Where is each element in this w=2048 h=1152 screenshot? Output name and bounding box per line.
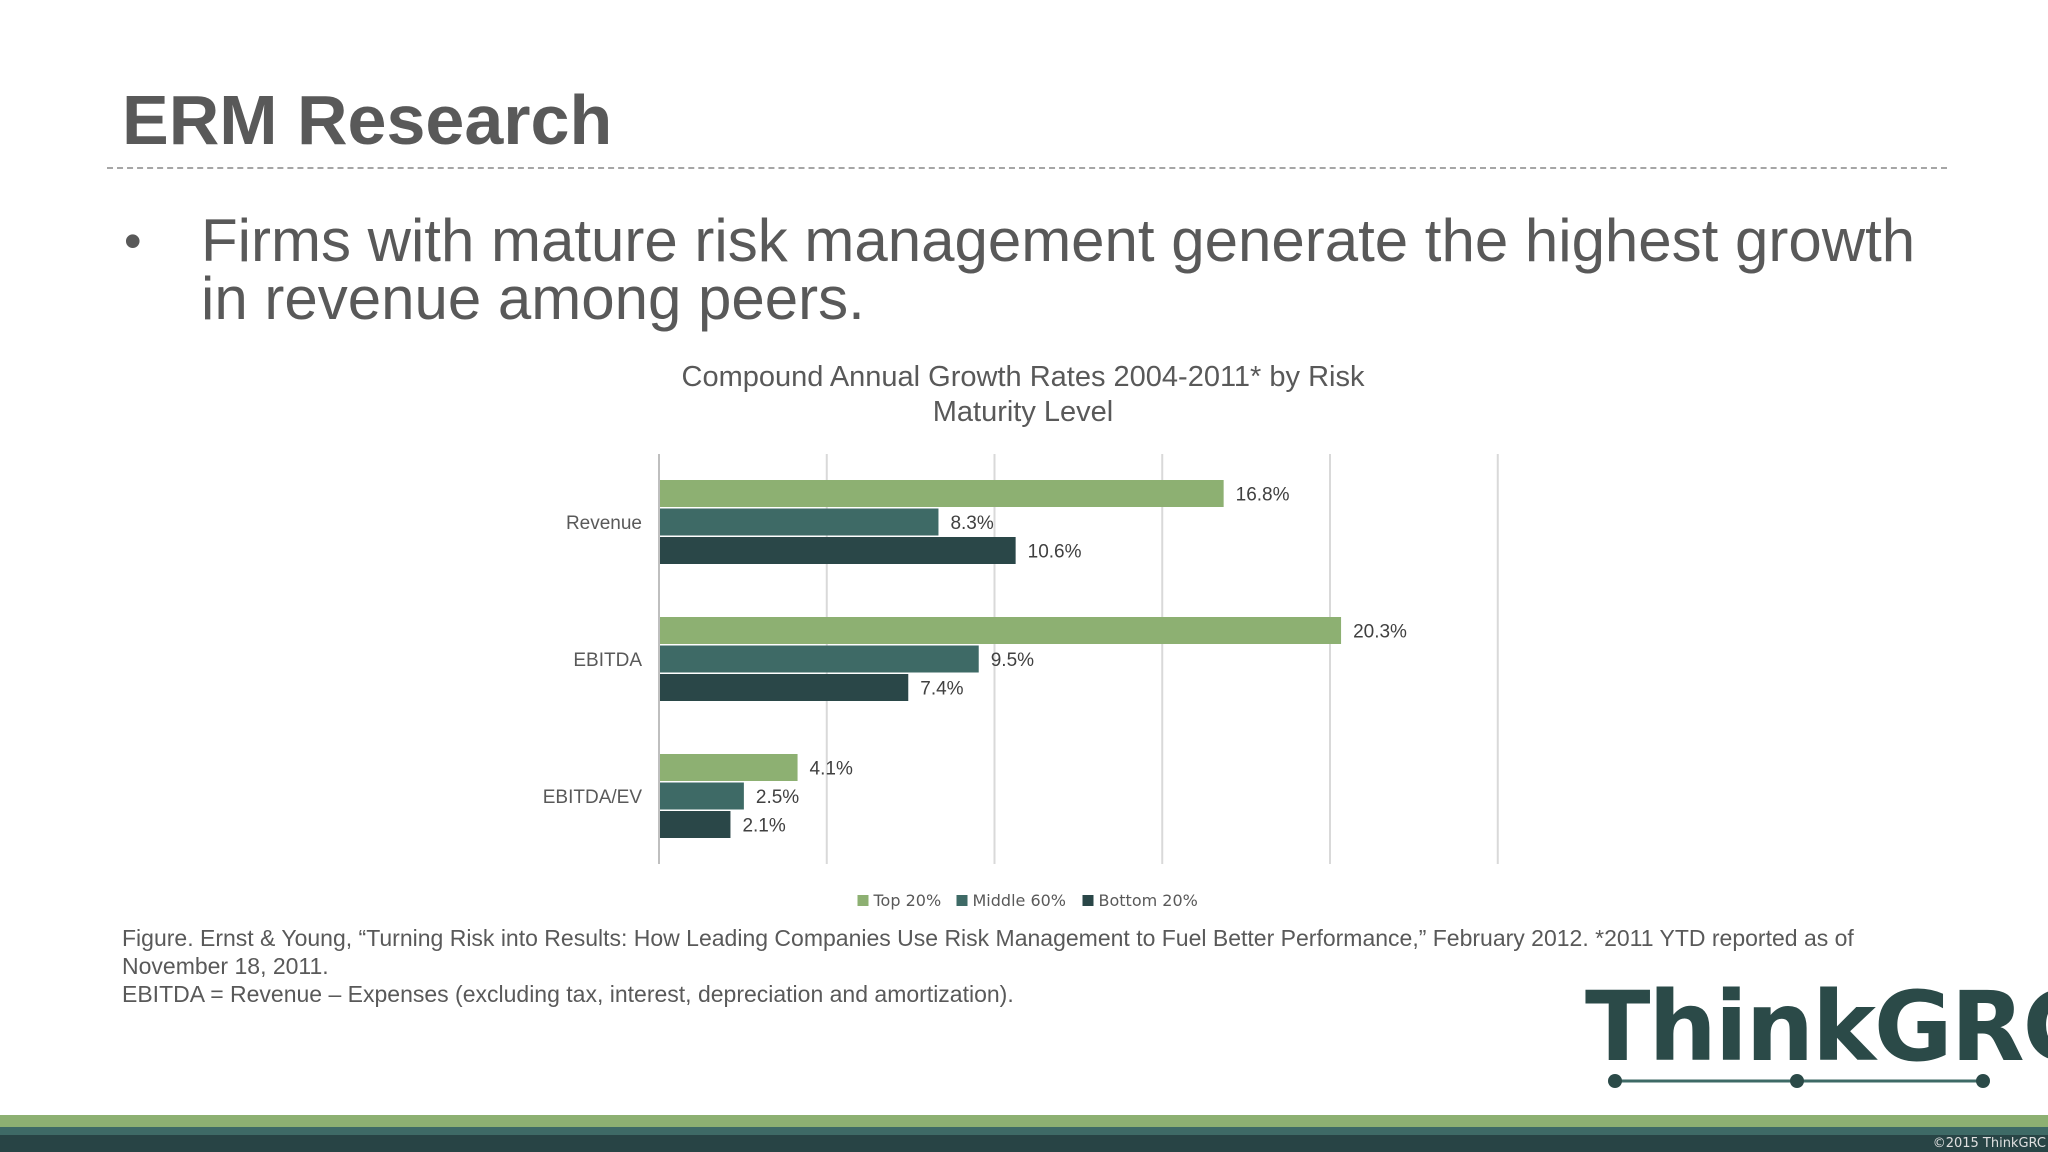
chart-bars [660,480,1342,838]
slide-title: ERM Research [122,81,613,159]
legend-label: Top 20% [873,891,942,910]
bar [660,508,939,536]
footer-band-mid [0,1127,2048,1135]
title-divider [107,167,1947,169]
data-label: 4.1% [810,759,853,780]
category-label: EBITDA/EV [543,787,643,808]
legend-swatch [956,895,968,906]
bar [660,674,909,701]
bullet-text: Firms with mature risk management genera… [201,207,1916,332]
data-label: 20.3% [1353,622,1407,643]
logo-wordmark: ThinkGRC [1585,971,2048,1083]
chart-title-line-1: Compound Annual Growth Rates 2004-2011* … [682,361,1365,393]
circuit-line-icon [1608,1074,1990,1088]
data-label: 7.4% [920,679,963,700]
bar [660,480,1224,507]
data-label: 9.5% [991,650,1034,671]
legend-swatch [1082,895,1094,906]
data-label: 16.8% [1236,485,1290,506]
category-label: Revenue [566,513,642,534]
bar [660,537,1016,564]
footer-band-dark [0,1135,2048,1152]
legend-swatch [857,895,869,906]
category-label: EBITDA [573,650,642,671]
data-label: 2.1% [742,816,785,837]
caption-source: Figure. Ernst & Young, “Turning Risk int… [122,925,1854,979]
figure-caption: Figure. Ernst & Young, “Turning Risk int… [122,924,1922,1008]
footer-band-light [0,1115,2048,1127]
copyright-text: ©2015 ThinkGRC [1932,1136,2046,1151]
data-label: 2.5% [756,787,799,808]
data-label: 10.6% [1028,542,1082,563]
legend-label: Bottom 20% [1099,891,1198,910]
bullet-marker: • [124,213,142,269]
chart-legend: Top 20% Middle 60% Bottom 20% [857,891,1198,910]
legend-label: Middle 60% [973,891,1067,910]
chart-labels: Revenue 16.8% 8.3% 10.6% EBITDA 20.3% 9.5% 7.4%… [543,485,1407,837]
bar [660,645,979,673]
thinkgrc-logo: ThinkGRC [1585,977,2048,1090]
bar [660,811,731,838]
data-label: 8.3% [950,513,993,534]
bar [660,617,1342,644]
chart-title-line-2: Maturity Level [933,396,1114,428]
bar [660,754,798,781]
bar [660,782,744,810]
caption-definition: EBITDA = Revenue – Expenses (excluding t… [122,981,1014,1007]
